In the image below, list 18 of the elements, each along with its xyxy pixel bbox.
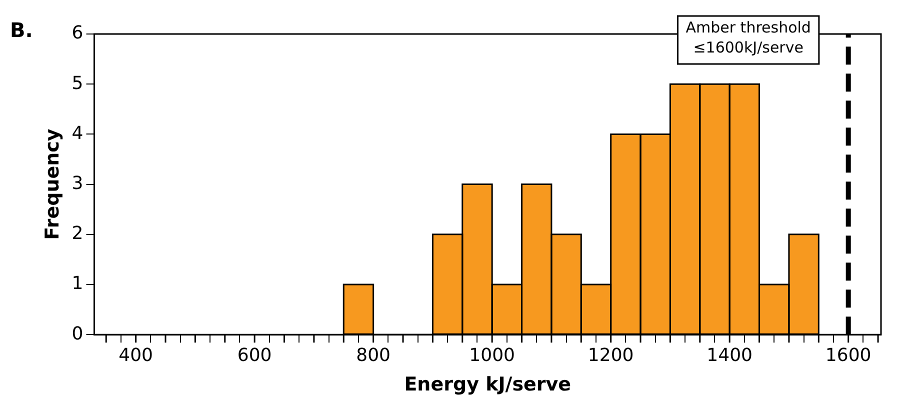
x-tick-label: 800	[356, 345, 391, 366]
text: B.	[10, 18, 33, 42]
y-tick-label: 0	[72, 323, 84, 344]
x-tick-label: 1600	[825, 345, 872, 366]
y-tick-label: 1	[72, 273, 84, 294]
x-tick-label: 1000	[469, 345, 515, 366]
y-axis-title: Frequency	[41, 128, 64, 240]
x-axis-title: Energy kJ/serve	[404, 374, 572, 396]
ref-line-label: Amber threshold ≤1600kJ/serve	[686, 18, 811, 56]
x-tick-label: 1200	[588, 345, 634, 366]
y-tick-label: 3	[72, 172, 84, 194]
y-tick-label: 6	[72, 22, 84, 44]
y-tick-label: 2	[72, 223, 84, 244]
x-tick-label: 400	[118, 345, 153, 366]
x-tick-label: 600	[237, 345, 272, 366]
y-tick-label: 5	[72, 72, 84, 94]
y-tick-label: 4	[72, 122, 84, 144]
x-tick-label: 1400	[706, 345, 752, 366]
